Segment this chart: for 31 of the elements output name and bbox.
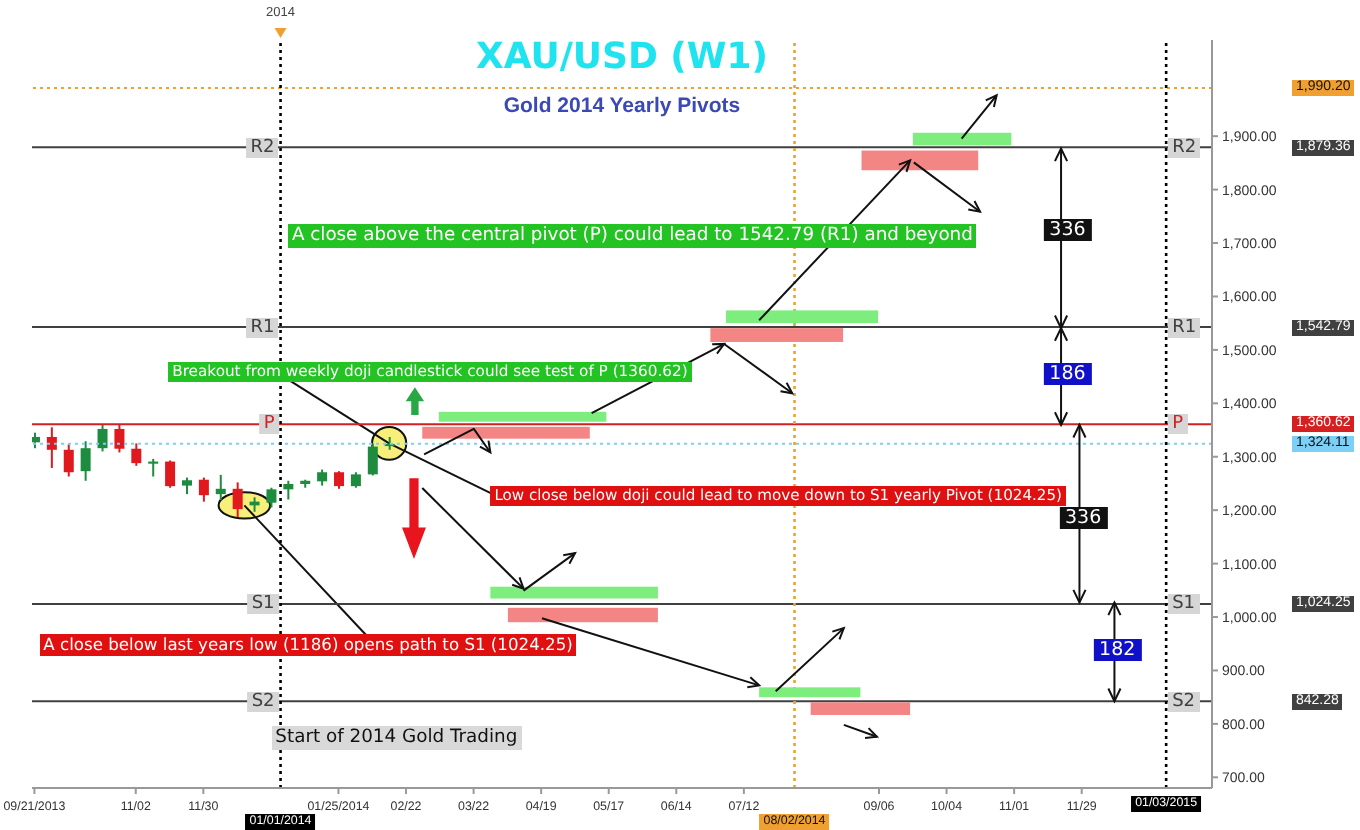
candlestick [266,486,277,509]
text: R1 [1172,317,1197,337]
text: R2 [1172,137,1197,158]
annotation: 186 [1043,363,1092,386]
candlestick [367,442,378,477]
text: S2 [1172,691,1196,712]
candlestick [80,440,91,482]
candlestick [215,473,226,502]
candlestick [148,457,159,478]
candlestick [131,442,142,467]
annotation: 182 [1093,638,1142,661]
candlestick [232,481,243,519]
ref-line-label: P [259,414,279,435]
text: P [1172,414,1183,435]
chart-title: XAU/USD (W1) [473,36,771,78]
annotation: Start of 2014 Gold Trading [271,726,522,751]
candlestick [165,459,176,489]
candlestick [63,443,74,478]
ref-line-label: R2 [246,137,279,158]
candlestick [283,479,294,501]
annotation: 336 [1058,506,1108,529]
annotation: A close above the central pivot (P) could lead to 1542.79 (R1) and beyond [287,224,977,249]
ref-line-label: S1 [247,594,279,615]
candlestick [97,423,108,453]
annotation: A close below last years low (1186) opens path to S1 (1024.25) [39,633,577,656]
ref-line-label: R1 [246,317,279,337]
ref-line-label: S2 [247,691,279,712]
annotation: 336 [1043,219,1092,242]
text: S1 [1172,594,1196,615]
candlestick [198,476,209,503]
text: Gold 2014 Yearly Pivots [501,94,743,118]
